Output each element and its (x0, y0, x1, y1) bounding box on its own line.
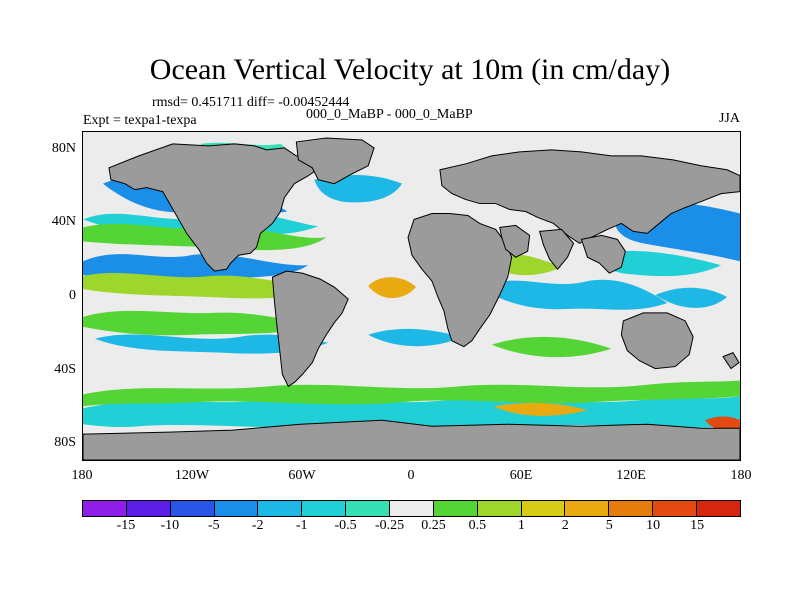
colorbar-label: -2 (251, 518, 264, 533)
ocean-vertical-velocity-map (83, 132, 740, 460)
antarctica-landmass (83, 419, 740, 460)
longitude-label-60e: 60E (509, 468, 533, 483)
colorbar-label: 0.25 (421, 518, 446, 533)
longitude-label-180-east: 180 (730, 468, 752, 483)
colorbar-swatch (565, 501, 610, 516)
africa-landmass (407, 213, 513, 348)
new-zealand-landmass (722, 352, 740, 370)
europe-asia-landmass (439, 149, 740, 244)
southeast-asia-landmass (580, 234, 626, 274)
greenland-landmass (295, 137, 375, 185)
longitude-label-zero: 0 (407, 468, 415, 483)
equatorial-atlantic-orange (368, 277, 416, 299)
south-pacific-green (83, 310, 315, 336)
southern-ocean-green-belt (83, 380, 740, 407)
southern-ocean-orange-spot (493, 402, 588, 416)
india-landmass (538, 228, 575, 270)
colorbar-label: -10 (160, 518, 180, 533)
arabia-landmass (499, 224, 531, 258)
north-america-landmass (108, 143, 324, 272)
colorbar-swatch (83, 501, 127, 516)
australia-north-cyan (655, 287, 728, 308)
latitude-label-80s: 80S (54, 435, 76, 450)
plot-title: Ocean Vertical Velocity at 10m (in cm/da… (149, 53, 671, 86)
colorbar-label: 2 (561, 518, 569, 533)
experiment-label: Expt = texpa1-texpa (83, 113, 197, 128)
southern-ocean-cyan-belt (83, 396, 740, 428)
longitude-label-120w: 120W (174, 468, 210, 483)
latitude-label-equator: 0 (69, 288, 76, 303)
south-pacific-cyan (94, 334, 329, 354)
colorbar-label: 5 (605, 518, 613, 533)
south-america-landmass (271, 270, 349, 388)
colorbar-label: -0.25 (374, 518, 405, 533)
colorbar-swatch (433, 501, 478, 516)
experiment-comparison: 000_0_MaBP - 000_0_MaBP (306, 107, 473, 122)
colorbar (82, 500, 741, 517)
south-atlantic-cyan (368, 328, 462, 347)
colorbar-swatch (521, 501, 566, 516)
west-pacific-cyan (600, 250, 722, 277)
colorbar-label: 10 (646, 518, 661, 533)
colorbar-label: -5 (207, 518, 220, 533)
longitude-label-120e: 120E (616, 468, 646, 483)
indian-south-green (491, 336, 612, 358)
colorbar-swatch (477, 501, 522, 516)
colorbar-swatch (697, 501, 740, 516)
colorbar-swatch (390, 501, 434, 516)
colorbar-label: -15 (116, 518, 136, 533)
australia-landmass (620, 312, 694, 370)
equatorial-pacific-green (83, 273, 321, 299)
colorbar-swatch (346, 501, 391, 516)
colorbar-label: 15 (690, 518, 705, 533)
colorbar-swatch (214, 501, 259, 516)
season-label: JJA (718, 111, 740, 126)
colorbar-swatch (302, 501, 347, 516)
latitude-label-40s: 40S (54, 362, 76, 377)
rmsd-diff-text: rmsd= 0.451711 diff= -0.00452444 (152, 95, 350, 110)
colorbar-label: -1 (295, 518, 308, 533)
colorbar-label: 1 (517, 518, 525, 533)
indian-ocean-cyan (479, 279, 668, 310)
longitude-label-180-west: 180 (71, 468, 93, 483)
colorbar-swatch (609, 501, 654, 516)
world-map-panel (82, 131, 741, 461)
longitude-label-60w: 60W (288, 468, 316, 483)
colorbar-swatch (653, 501, 698, 516)
colorbar-swatch (126, 501, 171, 516)
colorbar-swatch (170, 501, 215, 516)
colorbar-label: -0.5 (334, 518, 357, 533)
land-layer (83, 137, 740, 460)
colorbar-label: 0.5 (468, 518, 487, 533)
latitude-label-80n: 80N (51, 141, 76, 156)
colorbar-swatch (258, 501, 303, 516)
latitude-label-40n: 40N (51, 214, 76, 229)
